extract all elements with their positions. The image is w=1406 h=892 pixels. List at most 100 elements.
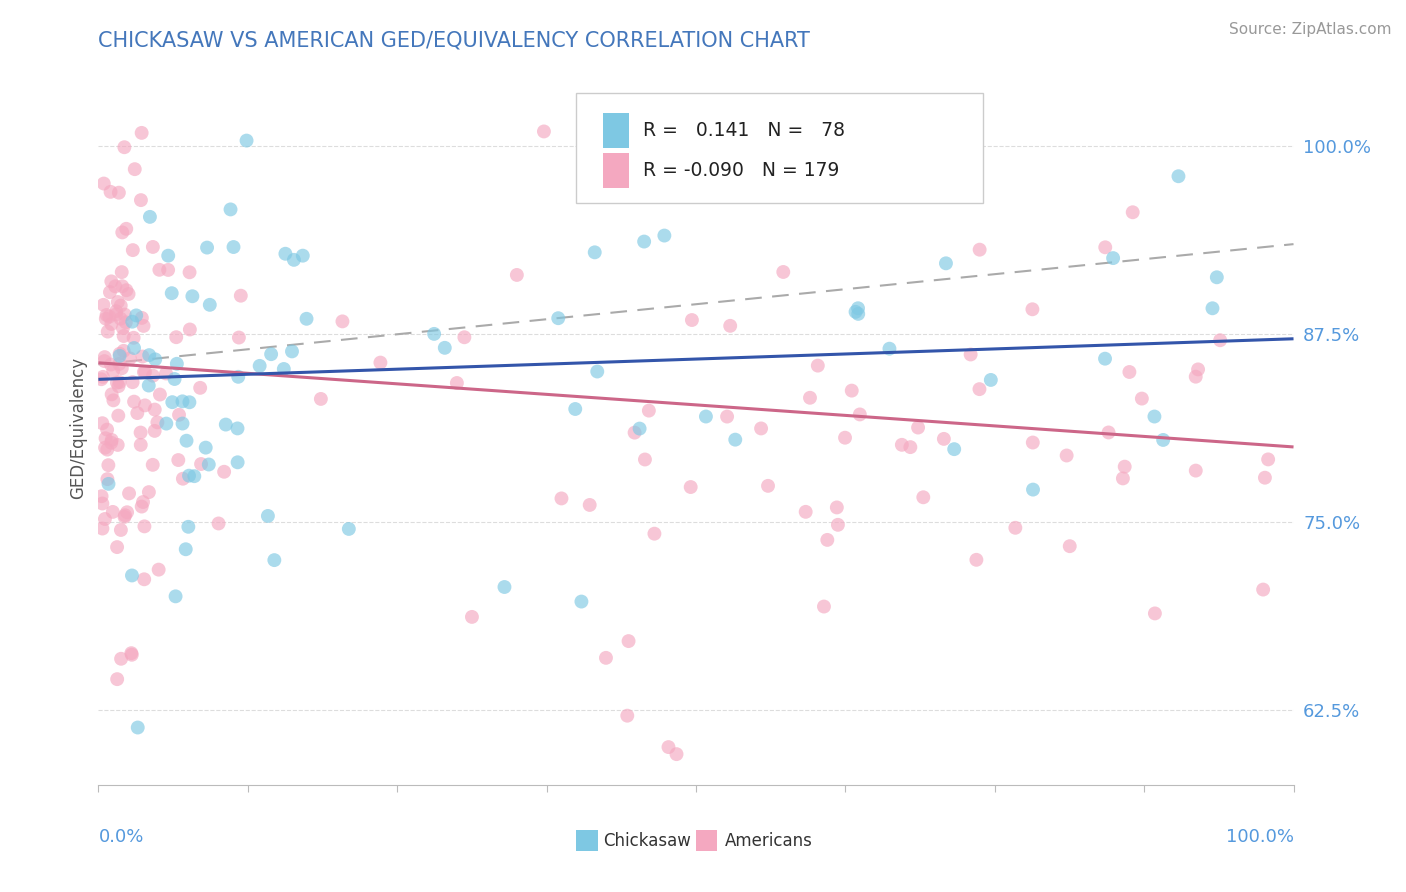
Point (138, 378, 160, 392)
Point (813, 599, 835, 614)
Point (100, 274, 122, 288)
Text: Source: ZipAtlas.com: Source: ZipAtlas.com (1229, 22, 1392, 37)
Point (586, 364, 609, 378)
Point (633, 235, 655, 249)
Point (337, 522, 360, 536)
Point (1118, 365, 1140, 379)
Point (846, 301, 869, 316)
Point (177, 468, 200, 483)
Point (637, 403, 659, 417)
Point (179, 395, 201, 409)
Point (120, 646, 142, 660)
Point (114, 308, 136, 322)
Point (129, 193, 152, 207)
Point (132, 365, 155, 379)
Point (222, 240, 245, 254)
Point (115, 222, 138, 236)
Point (1201, 301, 1223, 316)
Point (172, 472, 194, 486)
Point (756, 479, 779, 493)
Point (815, 533, 838, 547)
Point (117, 287, 139, 301)
Point (219, 202, 242, 217)
Point (108, 347, 131, 361)
Point (195, 241, 218, 255)
Point (93, 354, 115, 368)
Point (1130, 392, 1153, 406)
Point (879, 342, 901, 356)
Point (121, 315, 143, 329)
Point (138, 348, 160, 362)
Point (749, 421, 772, 435)
Point (654, 228, 676, 243)
Point (100, 387, 122, 401)
Point (1152, 433, 1174, 447)
Point (1209, 333, 1232, 347)
Point (935, 256, 957, 270)
Point (100, 317, 122, 331)
Point (198, 298, 221, 312)
Point (121, 243, 143, 257)
Point (121, 568, 143, 582)
Point (114, 508, 136, 523)
Point (1112, 471, 1135, 485)
Point (108, 375, 131, 389)
Point (105, 672, 128, 686)
Point (143, 352, 166, 367)
Point (132, 495, 155, 509)
Point (90, 489, 112, 503)
Point (1257, 452, 1279, 467)
Point (157, 249, 180, 263)
Point (228, 330, 250, 344)
Point (799, 391, 821, 405)
Point (274, 246, 297, 260)
Point (91, 370, 114, 384)
Point (263, 553, 285, 567)
Point (93, 298, 115, 312)
Point (1187, 362, 1209, 376)
Point (112, 329, 135, 343)
Point (166, 357, 188, 371)
Point (226, 421, 249, 435)
Point (827, 517, 849, 532)
Point (110, 652, 132, 666)
Point (969, 382, 991, 396)
Point (105, 376, 128, 390)
Point (260, 347, 283, 361)
Point (142, 368, 165, 383)
Point (108, 349, 131, 363)
Point (165, 330, 187, 344)
Point (122, 331, 145, 345)
Point (112, 140, 135, 154)
Point (114, 315, 136, 329)
Point (111, 361, 134, 376)
Point (181, 289, 204, 303)
Point (453, 330, 475, 344)
Point (207, 516, 229, 531)
Point (550, 491, 572, 506)
Point (163, 372, 186, 386)
Point (97, 458, 120, 472)
Point (1167, 169, 1189, 184)
Point (110, 311, 132, 326)
Point (129, 438, 152, 452)
Text: 0.0%: 0.0% (98, 828, 143, 846)
Point (643, 526, 665, 541)
Point (134, 572, 156, 586)
Point (898, 440, 921, 454)
Point (772, 265, 794, 279)
Point (179, 265, 201, 279)
Point (172, 394, 194, 409)
Point (142, 458, 165, 472)
Point (179, 322, 201, 336)
Point (807, 359, 830, 373)
Point (718, 318, 741, 333)
Point (96, 308, 118, 322)
Point (907, 420, 929, 434)
Point (716, 409, 738, 424)
Point (98, 310, 121, 324)
Point (148, 262, 170, 277)
Point (533, 124, 555, 138)
Point (226, 455, 249, 469)
Point (122, 341, 145, 355)
